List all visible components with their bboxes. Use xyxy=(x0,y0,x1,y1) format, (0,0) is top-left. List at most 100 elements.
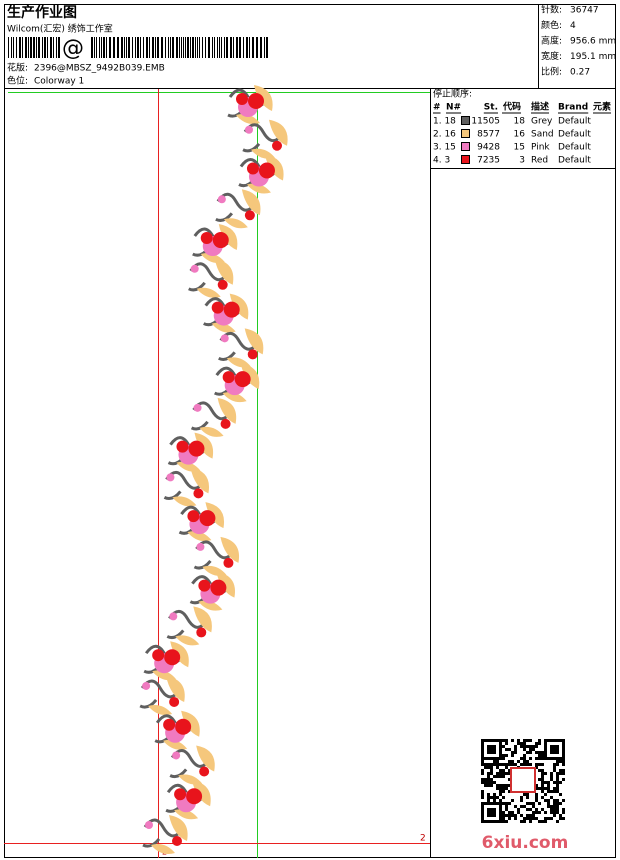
qr-cell xyxy=(508,748,511,751)
qr-cell xyxy=(526,793,529,796)
stat-value: 36747 xyxy=(570,6,599,16)
qr-cell xyxy=(511,811,514,814)
bar xyxy=(157,37,159,58)
qr-cell xyxy=(532,814,535,817)
qr-cell xyxy=(481,778,484,781)
qr-cell xyxy=(556,787,559,790)
bar xyxy=(236,37,238,58)
stem xyxy=(242,123,281,153)
qr-cell xyxy=(547,787,550,790)
qr-cell xyxy=(547,784,550,787)
qr-cell xyxy=(481,769,484,772)
qr-cell xyxy=(502,745,505,748)
bud xyxy=(217,195,226,204)
stem xyxy=(188,262,226,292)
bar xyxy=(58,37,60,58)
petal xyxy=(199,510,216,527)
qr-cell xyxy=(520,763,523,766)
bar xyxy=(239,37,241,58)
column-header: St. xyxy=(484,103,498,113)
brand: Default xyxy=(558,117,591,127)
qr-cell xyxy=(520,805,523,808)
qr-cell xyxy=(502,784,505,787)
qr-cell xyxy=(490,796,493,799)
qr-cell xyxy=(523,763,526,766)
qr-cell xyxy=(556,760,559,763)
qr-cell xyxy=(517,742,520,745)
bud xyxy=(169,612,178,621)
qr-cell xyxy=(532,811,535,814)
qr-cell xyxy=(502,796,505,799)
qr-cell xyxy=(490,781,493,784)
motif xyxy=(190,397,237,437)
qr-cell xyxy=(538,787,541,790)
bar xyxy=(53,37,54,58)
colorway: Colorway 1 xyxy=(34,77,84,87)
qr-cell xyxy=(535,796,538,799)
qr-cell xyxy=(535,784,538,787)
motif xyxy=(192,224,238,264)
bar xyxy=(219,37,220,58)
petal xyxy=(258,162,275,179)
qr-cell xyxy=(499,793,502,796)
motif xyxy=(189,571,236,611)
qr-cell xyxy=(553,790,556,793)
petal xyxy=(248,93,264,109)
bar xyxy=(192,37,194,58)
qr-cell xyxy=(484,784,487,787)
qr-cell xyxy=(532,802,535,805)
bar xyxy=(94,37,95,58)
qr-cell xyxy=(502,757,505,760)
qr-cell xyxy=(541,820,544,823)
bar xyxy=(113,37,115,58)
bud xyxy=(220,334,229,343)
petal xyxy=(176,440,189,453)
bud xyxy=(193,488,204,499)
qr-cell xyxy=(511,799,514,802)
qr-cell xyxy=(559,772,562,775)
qr-cell xyxy=(487,763,490,766)
qr-cell xyxy=(517,811,520,814)
bud xyxy=(196,542,205,551)
column-header: N# xyxy=(446,103,461,113)
stitches: 11505 xyxy=(471,117,500,127)
motif xyxy=(154,710,200,750)
bar xyxy=(135,37,136,58)
qr-cell xyxy=(505,739,508,742)
qr-cell xyxy=(493,763,496,766)
qr-cell xyxy=(505,748,508,751)
qr-cell xyxy=(529,817,532,820)
qr-cell xyxy=(511,814,514,817)
petal xyxy=(212,232,229,249)
stitches: 8577 xyxy=(477,130,500,140)
qr-cell xyxy=(523,820,526,823)
qr-cell xyxy=(526,763,529,766)
qr-cell xyxy=(496,766,499,769)
qr-cell xyxy=(559,814,562,817)
petal xyxy=(211,301,224,314)
qr-cell xyxy=(541,754,544,757)
qr-cell xyxy=(526,808,529,811)
qr-cell xyxy=(493,781,496,784)
qr-cell xyxy=(547,817,550,820)
motif xyxy=(215,189,261,229)
qr-cell xyxy=(556,805,559,808)
bar xyxy=(233,37,234,58)
qr-cell xyxy=(535,808,538,811)
petal xyxy=(163,718,176,731)
qr-cell xyxy=(505,808,508,811)
qr-cell xyxy=(559,793,562,796)
qr-cell xyxy=(556,802,559,805)
colorway-label: 色位: xyxy=(7,75,28,87)
qr-cell xyxy=(481,772,484,775)
bud xyxy=(193,403,202,412)
bar xyxy=(99,37,100,58)
bar xyxy=(256,37,258,58)
qr-cell xyxy=(505,787,508,790)
leaf xyxy=(251,119,288,159)
title: 生产作业图 xyxy=(7,4,77,21)
qr-cell xyxy=(550,811,553,814)
qr-cell xyxy=(505,766,508,769)
bar xyxy=(103,37,105,58)
bud xyxy=(245,125,254,134)
